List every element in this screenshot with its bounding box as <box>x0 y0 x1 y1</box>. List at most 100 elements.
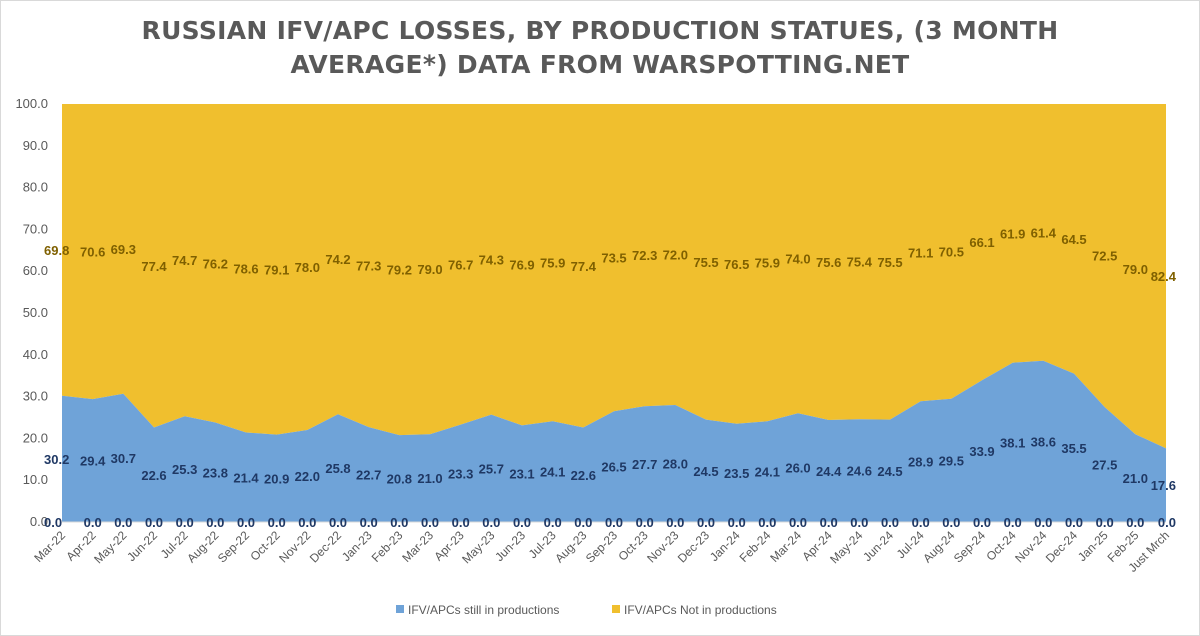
x-tick-label: Jun-22 <box>124 528 160 564</box>
data-label-not-in-production: 78.6 <box>233 261 258 276</box>
data-label-zero: 0.0 <box>666 515 684 530</box>
data-labels: 30.2 69.8 0.0 29.4 70.6 0.0 30.7 69.3 0.0 22.6 77.… <box>44 225 1177 530</box>
data-label-not-in-production: 74.7 <box>172 253 197 268</box>
data-label-in-production: 28.0 <box>663 456 688 471</box>
data-label-zero: 0.0 <box>513 515 531 530</box>
data-label-zero: 0.0 <box>237 515 255 530</box>
data-label-zero: 0.0 <box>789 515 807 530</box>
x-tick-label: Aug-22 <box>184 528 221 565</box>
y-tick-label: 50.0 <box>23 305 48 320</box>
data-label-zero: 0.0 <box>942 515 960 530</box>
data-label-zero: 0.0 <box>329 515 347 530</box>
data-label-not-in-production: 72.0 <box>663 247 688 262</box>
data-label-zero: 0.0 <box>1158 515 1176 530</box>
y-tick-label: 70.0 <box>23 221 48 236</box>
data-label-in-production: 24.1 <box>540 465 565 480</box>
y-tick-label: 0.0 <box>30 514 48 529</box>
data-label-zero: 0.0 <box>1034 515 1052 530</box>
data-label-not-in-production: 75.4 <box>847 255 873 270</box>
data-label-not-in-production: 73.5 <box>601 251 626 266</box>
data-label-not-in-production: 79.0 <box>417 262 442 277</box>
x-tick-label: Jan-25 <box>1075 528 1111 564</box>
data-label-in-production: 25.8 <box>325 461 350 476</box>
data-label-in-production: 29.4 <box>80 454 106 469</box>
data-label-not-in-production: 74.0 <box>785 252 810 267</box>
data-label-in-production: 27.7 <box>632 457 657 472</box>
data-label-in-production: 35.5 <box>1061 441 1086 456</box>
data-label-in-production: 29.5 <box>939 453 964 468</box>
data-label-in-production: 21.0 <box>417 471 442 486</box>
data-label-not-in-production: 66.1 <box>969 235 994 250</box>
data-label-zero: 0.0 <box>84 515 102 530</box>
y-tick-label: 80.0 <box>23 180 48 195</box>
data-label-zero: 0.0 <box>268 515 286 530</box>
data-label-not-in-production: 76.7 <box>448 257 473 272</box>
data-label-not-in-production: 79.0 <box>1123 262 1148 277</box>
x-tick-label: Dec-22 <box>307 528 344 565</box>
data-label-not-in-production: 76.9 <box>509 258 534 273</box>
data-label-in-production: 22.6 <box>141 468 166 483</box>
data-label-in-production: 23.5 <box>724 466 749 481</box>
data-label-in-production: 28.9 <box>908 455 933 470</box>
data-label-in-production: 38.1 <box>1000 435 1025 450</box>
x-tick-label: May-22 <box>91 528 129 566</box>
chart-title-line-2: AVERAGE*) DATA FROM WARSPOTTING.NET <box>290 50 910 79</box>
x-axis: Mar-22Apr-22May-22Jun-22Jul-22Aug-22Sep-… <box>31 528 1172 575</box>
x-tick-label: Dec-24 <box>1043 528 1080 565</box>
data-label-not-in-production: 75.5 <box>693 255 718 270</box>
data-label-not-in-production: 77.4 <box>571 259 597 274</box>
data-label-in-production: 25.3 <box>172 462 197 477</box>
y-tick-label: 100.0 <box>15 96 48 111</box>
data-label-zero: 0.0 <box>973 515 991 530</box>
x-tick-label: May-23 <box>459 528 497 566</box>
data-label-zero: 0.0 <box>758 515 776 530</box>
series-in-production-area <box>62 360 1166 522</box>
data-label-in-production: 23.8 <box>203 465 228 480</box>
data-label-not-in-production: 75.9 <box>540 256 565 271</box>
data-label-in-production: 30.7 <box>111 451 136 466</box>
y-tick-label: 20.0 <box>23 430 48 445</box>
data-label-zero: 0.0 <box>1065 515 1083 530</box>
x-tick-label: Feb-24 <box>737 528 774 565</box>
data-label-not-in-production: 71.1 <box>908 246 933 261</box>
x-tick-label: Jan-23 <box>339 528 375 564</box>
data-label-zero: 0.0 <box>1096 515 1114 530</box>
y-tick-label: 30.0 <box>23 389 48 404</box>
x-tick-label: Jun-23 <box>492 528 528 564</box>
data-label-not-in-production: 61.9 <box>1000 226 1025 241</box>
legend-swatch-not-in-production <box>612 605 620 613</box>
data-label-zero: 0.0 <box>145 515 163 530</box>
data-label-in-production: 20.9 <box>264 471 289 486</box>
y-tick-label: 10.0 <box>23 472 48 487</box>
x-tick-label: Feb-23 <box>369 528 406 565</box>
data-label-zero: 0.0 <box>636 515 654 530</box>
x-tick-label: Sep-22 <box>215 528 252 565</box>
x-tick-label: Nov-23 <box>644 528 681 565</box>
data-label-in-production: 24.1 <box>755 465 780 480</box>
data-label-zero: 0.0 <box>820 515 838 530</box>
data-label-zero: 0.0 <box>421 515 439 530</box>
data-label-in-production: 26.5 <box>601 460 626 475</box>
legend: IFV/APCs still in productions IFV/APCs No… <box>396 603 777 617</box>
x-tick-label: Nov-24 <box>1012 528 1049 565</box>
data-label-not-in-production: 76.5 <box>724 257 749 272</box>
data-label-in-production: 21.0 <box>1123 471 1148 486</box>
data-label-not-in-production: 77.3 <box>356 259 381 274</box>
x-tick-label: Dec-23 <box>675 528 712 565</box>
data-label-in-production: 20.8 <box>387 472 412 487</box>
x-tick-label: Jan-24 <box>707 528 743 564</box>
x-tick-label: Aug-23 <box>552 528 589 565</box>
data-label-not-in-production: 75.6 <box>816 255 841 270</box>
data-label-zero: 0.0 <box>574 515 592 530</box>
data-label-not-in-production: 72.3 <box>632 248 657 263</box>
y-tick-label: 60.0 <box>23 263 48 278</box>
data-label-zero: 0.0 <box>544 515 562 530</box>
data-label-in-production: 26.0 <box>785 461 810 476</box>
data-label-not-in-production: 82.4 <box>1151 269 1177 284</box>
data-label-not-in-production: 69.3 <box>111 242 136 257</box>
data-label-not-in-production: 74.3 <box>479 252 504 267</box>
data-label-in-production: 27.5 <box>1092 458 1117 473</box>
data-label-in-production: 30.2 <box>44 452 69 467</box>
x-tick-label: May-24 <box>827 528 865 566</box>
data-label-in-production: 23.3 <box>448 466 473 481</box>
